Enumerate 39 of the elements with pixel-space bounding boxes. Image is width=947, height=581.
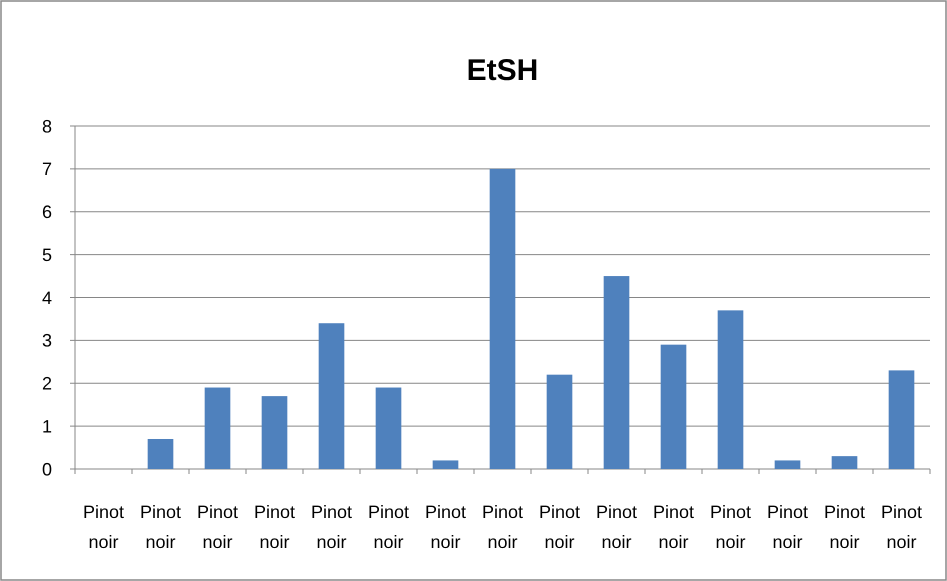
x-tick-label: Pinot noir (482, 502, 524, 552)
x-tick-label: Pinot noir (140, 502, 182, 552)
y-tick-label: 8 (42, 116, 52, 136)
chart-title: EtSH (466, 54, 538, 87)
bar (204, 388, 230, 469)
bar (660, 344, 686, 469)
bar (832, 456, 858, 469)
y-tick-label: 6 (42, 202, 52, 222)
bar (546, 374, 572, 469)
y-tick-label: 7 (42, 159, 52, 180)
x-tick-label: Pinot noir (596, 502, 638, 552)
bar (318, 323, 344, 469)
bar (432, 460, 458, 469)
x-tick-label: Pinot noir (824, 502, 866, 552)
x-tick-label: Pinot noir (82, 502, 124, 552)
x-tick-label: Pinot noir (254, 502, 296, 552)
bar (604, 276, 630, 469)
bar (888, 370, 914, 469)
x-tick-label: Pinot noir (880, 502, 922, 552)
bar (774, 460, 800, 469)
x-tick-label: Pinot noir (310, 502, 352, 552)
x-tick-label: Pinot noir (196, 502, 238, 552)
x-tick-label: Pinot noir (538, 502, 580, 552)
bar (718, 310, 744, 469)
x-tick-label: Pinot noir (766, 502, 808, 552)
y-tick-label: 2 (42, 374, 52, 394)
x-tick-label: Pinot noir (368, 502, 410, 552)
bar (376, 388, 402, 469)
y-tick-label: 3 (42, 330, 52, 351)
y-tick-label: 5 (42, 244, 52, 265)
x-tick-label: Pinot noir (424, 502, 466, 552)
y-tick-label: 1 (42, 416, 52, 436)
x-tick-label: Pinot noir (652, 502, 694, 552)
y-tick-label: 0 (42, 459, 52, 480)
bar (262, 396, 288, 469)
bar (490, 168, 516, 469)
x-tick-label: Pinot noir (710, 502, 752, 552)
y-tick-label: 4 (42, 288, 52, 308)
bar (148, 438, 174, 469)
